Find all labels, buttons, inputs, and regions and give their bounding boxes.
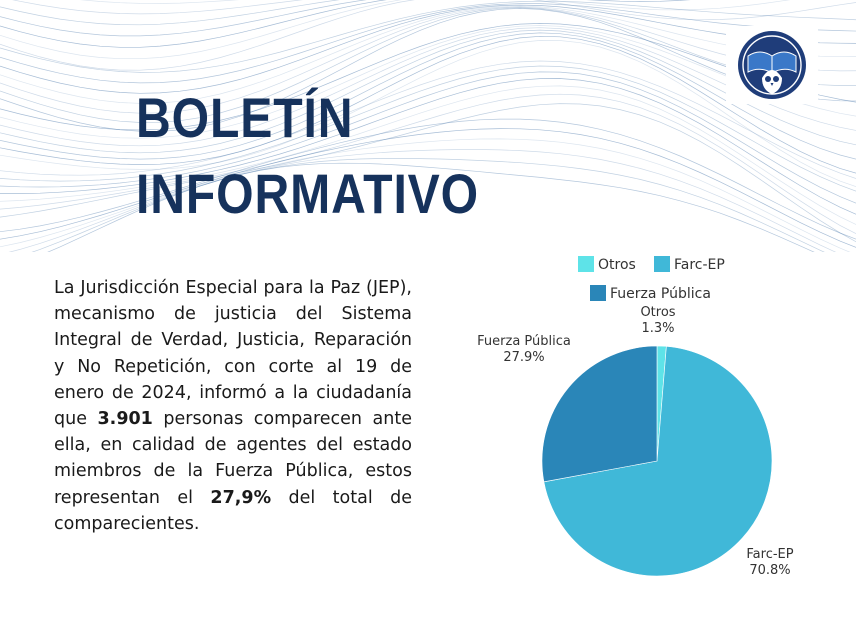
pie-slice-fuerza-p-blica [541,345,658,483]
wave-line [0,0,691,48]
wave-line [0,65,856,192]
bulletin-body-text: La Jurisdicción Especial para la Paz (JE… [54,275,412,537]
pie-slices [541,345,773,577]
wave-lines-background [0,0,856,252]
slice-label: Fuerza Pública [477,334,571,349]
wave-line [0,32,856,160]
body-text-part3: del total de comparecientes. [54,487,412,534]
wave-line [0,0,340,26]
wave-line [31,158,825,252]
wave-line [0,29,856,154]
wave-line [0,0,856,71]
wave-line [8,149,837,252]
wave-line [0,0,856,73]
legend-swatch [590,285,606,301]
legend-label: Otros [598,257,636,273]
legend-swatch [654,256,670,272]
wave-line [0,40,856,187]
wave-line [0,0,367,37]
pie-slice-farc-ep [543,346,773,577]
wave-line [0,8,856,132]
wave-line [0,3,856,84]
wave-line [47,162,815,252]
body-highlight-percent: 27,9% [210,487,272,508]
wave-line [79,0,240,4]
slice-value-label: 1.3% [641,321,674,336]
wave-line [0,5,856,104]
wave-line [0,6,856,114]
legend-label: Farc-EP [674,257,725,273]
wave-line [0,118,856,240]
legend-swatch [578,256,594,272]
wave-line [0,35,856,174]
wave-line [0,138,851,252]
page-title-line1: BOLETÍN [136,86,354,149]
body-highlight-count: 3.901 [97,409,153,430]
wave-line [0,93,856,235]
slice-label: Otros [640,305,675,320]
slice-label: Farc-EP [746,547,793,562]
body-text-part2: personas comparecen ante ella, en calida… [54,409,412,508]
wave-line [0,0,791,60]
wave-line [0,71,856,204]
wave-line [0,78,856,215]
wave-line [0,25,856,139]
wave-line [0,23,856,131]
slice-value-label: 70.8% [749,563,790,578]
wave-line [0,4,856,94]
page-title-line2: INFORMATIVO [136,162,479,225]
body-text-part1: La Jurisdicción Especial para la Paz (JE… [54,278,412,430]
wave-line [0,103,856,243]
chart-legend: Otros Farc-EP Fuerza Pública [578,256,725,302]
wave-line [12,0,303,15]
wave-line [0,85,856,225]
owl-book-emblem-icon [726,26,818,104]
wave-line [0,27,856,147]
slice-value-label: 27.9% [503,350,544,365]
wave-line [0,60,856,179]
wave-line [0,7,856,123]
wave-line [0,128,856,248]
legend-label: Fuerza Pública [610,286,711,302]
